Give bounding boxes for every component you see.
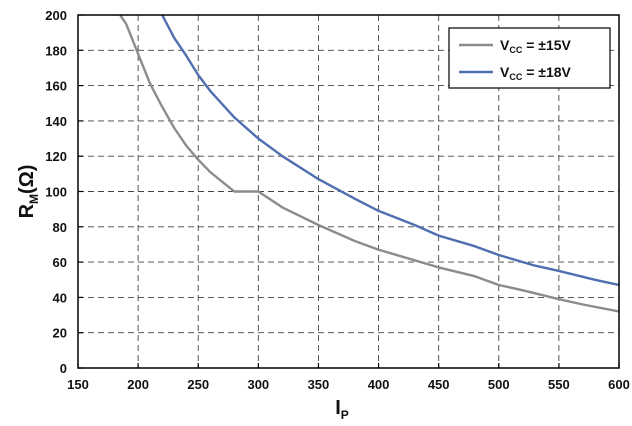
legend-label-sub: CC	[509, 72, 522, 82]
x-tick-label: 250	[187, 377, 209, 392]
x-tick-label: 350	[308, 377, 330, 392]
y-tick-label: 80	[53, 220, 67, 235]
y-tick-label: 200	[45, 8, 67, 23]
legend-label-rest: = ±15V	[522, 37, 571, 53]
y-axis-label: RM(Ω)	[16, 165, 41, 219]
axis-labels: IP RM(Ω)	[16, 165, 349, 422]
x-tick-label: 550	[548, 377, 570, 392]
legend-label-main: V	[500, 64, 510, 80]
x-tick-label: 150	[67, 377, 89, 392]
x-axis-label: IP	[335, 397, 349, 421]
series-layer	[118, 15, 619, 313]
tick-labels: 150 200 250 300 350 400 450 500 550 600 0 20 40 60 80 1…	[45, 8, 630, 392]
y-axis-label-sub: M	[27, 194, 41, 204]
y-tick-label: 100	[45, 185, 67, 200]
x-tick-label: 200	[127, 377, 149, 392]
y-axis-label-main: R	[16, 203, 38, 218]
y-tick-label: 60	[53, 255, 67, 270]
series-line-2	[161, 15, 619, 287]
y-tick-label: 140	[45, 114, 67, 129]
legend-label-2: VCC = ±18V	[500, 64, 572, 82]
y-tick-label: 160	[45, 79, 67, 94]
y-axis-label-unit: (Ω)	[16, 165, 38, 194]
legend-box	[448, 27, 611, 89]
x-tick-label: 500	[488, 377, 510, 392]
x-tick-label: 300	[247, 377, 269, 392]
legend-label-1: VCC = ±15V	[500, 37, 572, 55]
y-tick-label: 180	[45, 43, 67, 58]
y-tick-label: 0	[60, 361, 67, 376]
y-tick-label: 20	[53, 326, 67, 341]
grid	[78, 15, 619, 368]
x-tick-label: 400	[368, 377, 390, 392]
x-tick-label: 600	[608, 377, 630, 392]
series-line-1	[118, 15, 619, 313]
x-tick-label: 450	[428, 377, 450, 392]
x-axis-label-sub: P	[341, 408, 349, 421]
x-axis-label-main: I	[335, 397, 341, 419]
y-tick-label: 120	[45, 149, 67, 164]
legend-label-main: V	[500, 37, 510, 53]
legend-label-rest: = ±18V	[522, 64, 571, 80]
y-tick-label: 40	[53, 290, 67, 305]
legend-label-sub: CC	[509, 45, 522, 55]
axes	[77, 14, 620, 369]
